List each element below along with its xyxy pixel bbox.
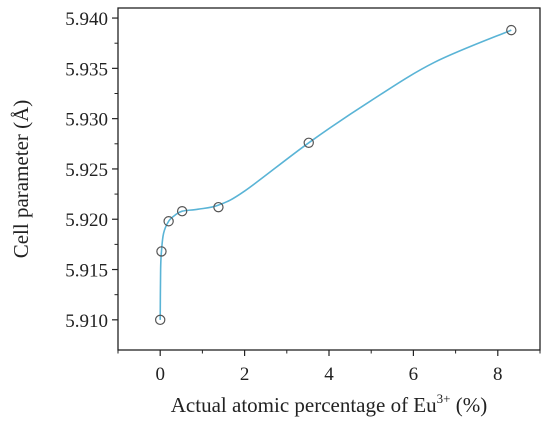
- y-axis-title: Cell parameter (Å): [9, 100, 33, 259]
- x-axis-ticks: 0 2 4 6 8: [117, 350, 541, 385]
- y-axis-ticks: 5.910 5.915 5.920 5.925 5.930 5.935 5.940: [65, 9, 118, 332]
- y-tick-label: 5.910: [65, 311, 108, 332]
- data-point: [154, 314, 166, 326]
- y-tick-label: 5.940: [65, 9, 108, 30]
- y-tick-label: 5.915: [65, 261, 108, 282]
- x-tick-label: 8: [493, 364, 503, 385]
- data-point: [506, 24, 517, 36]
- data-point: [156, 246, 167, 257]
- data-point: [176, 205, 188, 217]
- data-point: [213, 201, 224, 213]
- fit-curve: [159, 29, 512, 320]
- y-tick-label: 5.920: [65, 210, 108, 231]
- y-tick-label: 5.935: [65, 59, 108, 80]
- x-tick-label: 4: [324, 364, 334, 385]
- x-tick-label: 6: [409, 364, 419, 385]
- data-point: [163, 216, 174, 227]
- data-points: [154, 24, 517, 326]
- y-tick-label: 5.930: [65, 110, 108, 131]
- data-point: [303, 137, 314, 148]
- x-tick-label: 2: [240, 364, 250, 385]
- y-tick-label: 5.925: [65, 160, 108, 181]
- x-tick-label: 0: [155, 364, 165, 385]
- plot-frame: [117, 7, 541, 351]
- x-axis-title: Actual atomic percentage of Eu3+ (%): [171, 391, 487, 417]
